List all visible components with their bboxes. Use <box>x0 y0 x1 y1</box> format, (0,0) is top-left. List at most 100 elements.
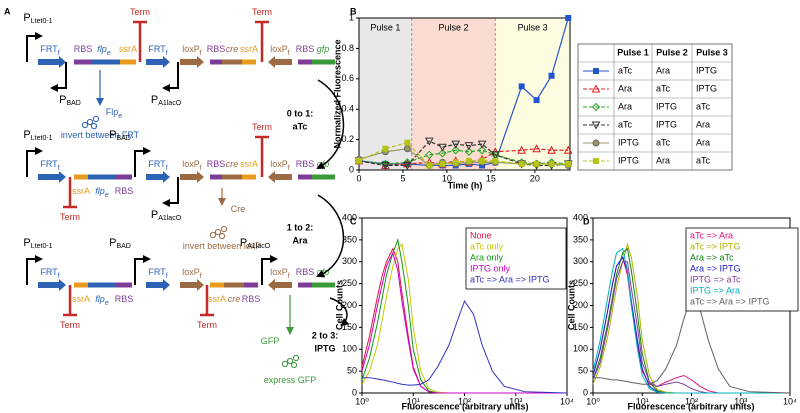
part-label: flpe <box>97 44 111 56</box>
series-line <box>358 140 569 167</box>
y-tick-label: 0.8 <box>341 43 354 53</box>
protein-icon <box>290 361 298 369</box>
legend-entry: IPTG => aTc <box>690 274 741 284</box>
part-label: FRTf <box>148 159 167 171</box>
y-tick-label: 100 <box>342 344 357 354</box>
marker <box>518 160 525 167</box>
gene-segment <box>244 282 258 288</box>
legend-entry: IPTG only <box>470 263 511 273</box>
part-label: RBS <box>115 294 134 304</box>
legend-cell: aTc <box>618 119 633 129</box>
label-text: P <box>23 237 30 249</box>
gene-segment <box>88 174 116 180</box>
label-text: P <box>23 129 30 141</box>
label-text: Term <box>60 320 80 330</box>
label-text: ssrA <box>208 294 226 304</box>
part-label: FRTf <box>40 44 59 56</box>
marker <box>438 143 447 152</box>
pulse-label: Pulse 2 <box>438 22 468 32</box>
frt-lox-site <box>268 171 292 183</box>
label-text: P <box>109 237 116 249</box>
marker <box>451 140 461 149</box>
label-text: ssrA <box>119 44 137 54</box>
marker <box>451 146 460 155</box>
label-text: RBS <box>207 159 226 169</box>
part-label: loxPf <box>182 159 202 171</box>
pulse-region <box>495 18 570 170</box>
gene-segment <box>92 59 120 65</box>
label-text: cre <box>226 159 239 169</box>
transition-arrow <box>316 79 345 169</box>
part-label: invert between FRT <box>61 130 140 140</box>
promoter <box>261 255 278 285</box>
legend-header: Pulse 3 <box>696 47 728 57</box>
label-text: GFP <box>261 336 280 346</box>
label-text: FRT <box>148 267 166 277</box>
x-tick-label: 10² <box>458 396 471 406</box>
x-tick-label: 10³ <box>734 396 747 406</box>
marker <box>518 83 525 90</box>
legend-marker <box>591 121 601 130</box>
label-sub: BAD <box>116 243 130 250</box>
y-tick-label: 150 <box>342 322 357 332</box>
marker <box>565 15 572 21</box>
gene-segment <box>298 174 312 180</box>
gene-segment <box>74 174 88 180</box>
label-text: FRT <box>148 44 166 54</box>
label-text: loxP <box>182 267 200 277</box>
promoter <box>162 62 179 92</box>
part-label: cre <box>228 294 241 304</box>
label-text: flp <box>95 186 105 196</box>
marker <box>547 145 556 154</box>
part-label: flpe <box>95 294 109 306</box>
part-label: PLtet0-1 <box>23 129 52 142</box>
y-tick-label: 200 <box>342 300 357 310</box>
part-label: PBAD <box>109 237 131 250</box>
label-text: invert between FRT <box>61 130 140 140</box>
marker <box>465 157 472 164</box>
legend-cell: Ara <box>618 83 632 93</box>
protein-icon <box>209 231 217 239</box>
gene-segment <box>312 174 335 180</box>
part-label: express GFP <box>264 375 317 385</box>
label-text: cre <box>226 44 239 54</box>
legend-entry: None <box>470 230 492 240</box>
protein-icon <box>86 118 94 126</box>
label-text: RBS <box>296 159 315 169</box>
label-sub: e <box>105 300 109 307</box>
y-tick-label: 0.4 <box>341 104 354 114</box>
gene-segment <box>222 174 242 180</box>
legend-cell: IPTG <box>696 65 717 75</box>
promoter <box>134 147 151 177</box>
x-tick-label: 10⁰ <box>586 396 600 406</box>
label-sub: f <box>200 50 202 57</box>
label-text: ssrA <box>240 159 258 169</box>
plot-frame <box>358 17 571 171</box>
label-text: P <box>151 94 158 106</box>
protein-icon <box>92 115 100 123</box>
promoter <box>26 32 43 62</box>
panel-label: C <box>350 216 357 226</box>
part-label: ssrA <box>208 294 226 304</box>
part-label: RBS <box>115 186 134 196</box>
label-text: RBS <box>242 294 261 304</box>
part-label: flpe <box>95 186 109 198</box>
y-axis-label: Cell Counts <box>566 280 576 330</box>
part-label: PLtet0-1 <box>23 12 52 25</box>
gene-segment <box>116 174 132 180</box>
frt-lox-site <box>268 279 292 291</box>
label-text: P <box>23 12 30 24</box>
legend-cell: IPTG <box>656 101 677 111</box>
part-label: invert between loxP <box>183 241 262 251</box>
y-axis-label: Cell Counts <box>334 280 344 330</box>
gene-segment <box>210 282 224 288</box>
y-tick-label: 50 <box>578 366 588 376</box>
part-label: Term <box>60 212 80 222</box>
marker <box>548 72 555 79</box>
transition-inducer: IPTG <box>314 343 335 353</box>
label-text: loxP <box>182 44 200 54</box>
marker <box>533 160 540 167</box>
gene-segment <box>242 59 256 65</box>
part-label: Cre <box>231 204 246 214</box>
y-tick-label: 350 <box>342 234 357 244</box>
